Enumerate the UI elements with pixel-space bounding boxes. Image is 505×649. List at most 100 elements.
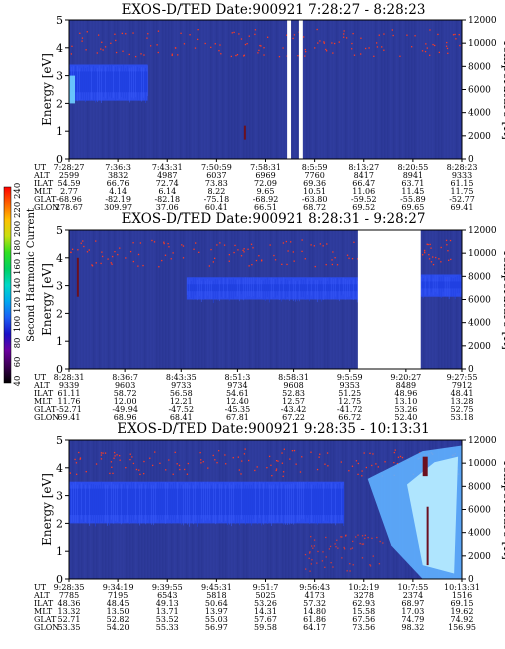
ion-band-fine [202,279,204,301]
texture-stripe [153,20,155,159]
table-row-label: UT [34,583,47,592]
ion-band-fine [111,481,112,520]
temperature-dot [353,241,355,243]
texture-stripe [162,230,164,369]
table-cell: 63.71 [401,179,424,188]
ion-band-fine [238,279,240,302]
temperature-dot [137,265,139,267]
temperature-dot [244,43,247,46]
table-cell: -68.96 [56,195,82,204]
ion-band-fine [181,485,182,525]
temperature-dot [220,53,222,55]
table-cell: 52.75 [451,405,474,414]
table-cell: 67.56 [352,615,375,624]
temperature-dot [440,246,442,249]
temperature-dot [287,250,289,252]
ion-band-fine [327,484,328,522]
ion-band-fine [320,280,322,302]
energetic-dot [312,547,314,549]
temperature-dot [131,456,133,458]
texture-stripe [423,20,425,159]
temperature-dot [250,243,253,245]
temperature-dot [345,37,348,39]
temperature-dot [406,34,408,36]
temperature-dot [216,244,218,246]
table-row-label: ILAT [34,389,54,398]
temperature-dot [299,471,302,473]
ion-band-fine [341,482,342,520]
ion-band-fine [149,482,150,524]
ion-band-fine [256,277,258,298]
table-cell: 9:20:27 [390,373,421,382]
texture-stripe [348,20,350,159]
texture-stripe [162,20,164,159]
ion-band-fine [450,277,452,297]
y2-tick-label: 12000 [468,436,497,446]
table-row-label: GLON [34,203,59,212]
y2-tick-label: 4000 [468,319,491,329]
y-tick-label: 5 [56,434,63,447]
table-cell: 10.51 [303,187,326,196]
temperature-dot [132,260,135,263]
temperature-dot [81,37,84,39]
table-row-label: GLAT [34,195,57,204]
temperature-dot [248,265,250,267]
ion-band-1 [186,277,358,303]
temperature-dot [445,45,448,47]
texture-stripe [432,20,434,159]
ion-band-fine [85,484,86,523]
temperature-dot [258,49,260,52]
texture-stripe [165,20,167,159]
ion-band-fine [101,481,102,522]
texture-stripe [363,440,365,579]
y-axis-label: Energy [eV] [40,263,54,336]
temperature-dot [338,41,340,43]
energetic-dot [337,547,339,549]
ion-band-fine [127,485,128,523]
ion-band-fine [85,68,86,103]
ion-band-fine [247,485,248,523]
table-cell: 9:27:55 [447,373,478,382]
temperature-dot [375,42,378,44]
ion-band-fine [283,484,284,525]
temperature-dot [194,47,197,49]
ion-band-fine [340,278,342,296]
texture-stripe [369,440,371,579]
y-tick-label: 2 [56,517,63,530]
energetic-dot [310,535,312,538]
temperature-dot [430,261,433,263]
temperature-dot [383,33,385,35]
texture-stripe [129,230,131,369]
texture-stripe [441,20,443,159]
temperature-dot [164,254,167,256]
texture-stripe [354,440,356,579]
temperature-dot [314,265,316,268]
ion-band-fine [290,278,292,300]
temperature-dot [125,257,127,259]
temperature-dot [435,256,437,259]
ion-band-fine [266,277,268,298]
temperature-dot [304,258,306,260]
texture-stripe [360,440,362,579]
ion-band-fine [280,280,282,302]
ion-band-fine [337,484,338,524]
ion-band-fine [317,483,318,525]
table-cell: 10:13:31 [444,583,480,592]
ion-band-fine [426,278,428,296]
temperature-dot [355,460,358,462]
ion-band-fine [161,483,162,520]
temperature-dot [111,263,113,265]
ion-band-fine [245,485,246,525]
ion-band-fine [324,277,326,296]
ion-band-fine [271,485,272,526]
table-cell: 9:45:31 [201,583,232,592]
energetic-dot [343,548,346,550]
energetic-dot [336,539,338,541]
ion-band-fine [190,281,192,299]
ion-band-fine [258,277,260,297]
temperature-dot [111,255,114,258]
ion-band-fine [131,67,132,98]
temperature-dot [100,452,103,454]
ion-band-fine [121,484,122,525]
temperature-dot [331,259,333,261]
